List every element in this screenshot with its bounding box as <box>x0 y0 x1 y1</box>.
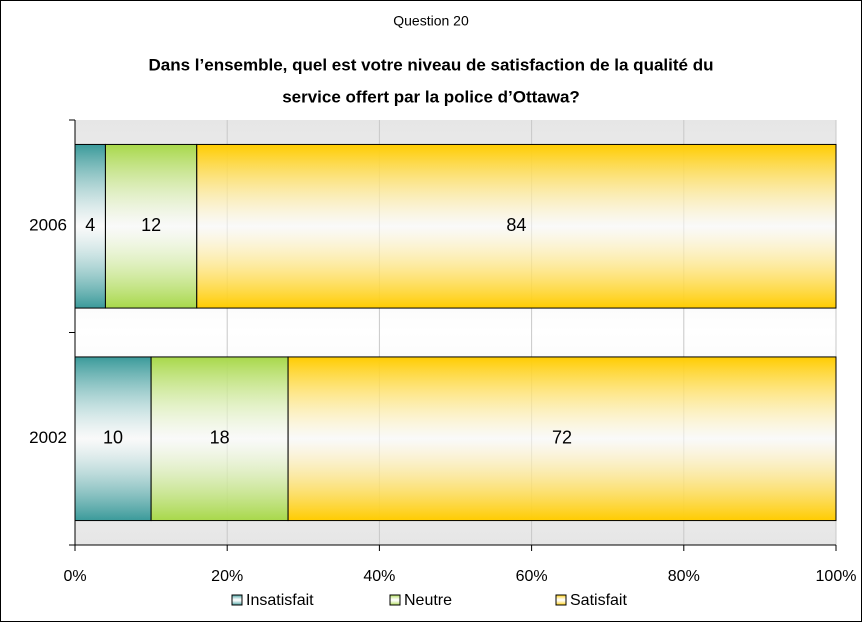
bar-segment <box>104 143 198 309</box>
data-label: 84 <box>506 215 526 235</box>
chart-subtitle: service offert par la police d’Ottawa? <box>282 87 580 106</box>
bar-segment <box>74 356 152 522</box>
x-tick-label: 100% <box>816 568 857 585</box>
data-label: 10 <box>103 428 123 448</box>
chart-title: Question 20 <box>393 13 469 29</box>
legend-label: Insatisfait <box>246 592 314 609</box>
bar-segment <box>287 356 837 522</box>
x-tick-label: 0% <box>63 568 86 585</box>
chart-subtitle: Dans l’ensemble, quel est votre niveau d… <box>149 55 714 74</box>
x-tick-label: 20% <box>211 568 243 585</box>
bar-segment <box>150 356 289 522</box>
bar-segment <box>74 143 106 309</box>
legend-swatch <box>555 594 567 606</box>
x-tick-label: 40% <box>363 568 395 585</box>
legend-label: Satisfait <box>570 592 627 609</box>
x-tick-label: 60% <box>516 568 548 585</box>
data-label: 72 <box>552 428 572 448</box>
y-tick-label: 2006 <box>29 216 67 235</box>
legend-swatch <box>389 594 401 606</box>
x-tick-label: 80% <box>668 568 700 585</box>
legend-label: Neutre <box>404 592 452 609</box>
data-label: 18 <box>210 428 230 448</box>
bar-segment <box>196 143 837 309</box>
data-label: 12 <box>141 215 161 235</box>
y-tick-label: 2002 <box>29 428 67 447</box>
legend-swatch <box>231 594 243 606</box>
data-label: 4 <box>85 215 95 235</box>
